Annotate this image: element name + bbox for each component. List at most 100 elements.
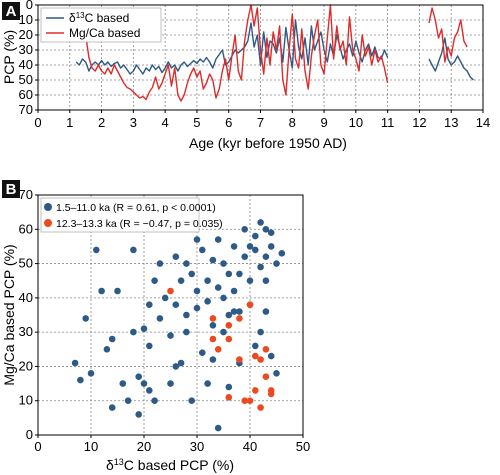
panel-b-x-tick-label: 10 (84, 439, 98, 454)
scatter-point-early (262, 308, 270, 315)
scatter-point-late (214, 346, 222, 353)
scatter-point-late (246, 397, 254, 405)
scatter-point-early (82, 315, 89, 322)
scatter-point-late (167, 287, 174, 295)
scatter-point-early (161, 294, 169, 302)
legend-label-early: 1.5–11.0 ka (R = 0.61, p < 0.0001) (56, 202, 216, 214)
panel-a-x-axis-label: Age (kyr before 1950 AD) (189, 135, 347, 151)
panel-a-x-tick-label: 6 (225, 115, 232, 130)
scatter-point-late (257, 356, 264, 363)
scatter-point-early (193, 304, 201, 312)
scatter-point-early (108, 404, 116, 411)
scatter-point-early (262, 277, 270, 285)
scatter-point-early (93, 246, 100, 254)
panel-a-legend-box (40, 7, 162, 43)
scatter-point-late (252, 352, 259, 360)
scatter-point-early (214, 424, 222, 432)
panel-a-x-tick-label: 2 (98, 115, 105, 130)
scatter-point-early (241, 253, 248, 260)
scatter-point-early (236, 308, 243, 315)
panel-a-y-tick-label: 0 (26, 0, 33, 12)
scatter-point-early (71, 359, 79, 367)
scatter-point-late (209, 335, 217, 343)
scatter-point-early (241, 226, 248, 233)
scatter-point-early (220, 294, 227, 302)
scatter-point-late (209, 315, 217, 322)
series-line-mgca (428, 7, 468, 63)
scatter-point-early (267, 229, 275, 236)
scatter-point-early (193, 236, 201, 243)
scatter-point-early (273, 370, 280, 377)
legend-label-mgca: Mg/Ca based (69, 26, 140, 40)
scatter-point-early (172, 363, 180, 370)
panel-b-x-tick-label: 30 (190, 439, 204, 454)
panel-b-legend: 1.5–11.0 ka (R = 0.61, p < 0.0001) 12.3–… (40, 197, 223, 233)
panel-a-x-tick-label: 5 (193, 115, 200, 130)
scatter-point-early (230, 287, 238, 295)
scatter-point-early (151, 277, 158, 285)
legend-marker-early (44, 203, 52, 211)
scatter-point-early (146, 387, 153, 394)
scatter-point-early (151, 397, 158, 405)
scatter-point-early (225, 383, 233, 391)
scatter-point-early (246, 243, 254, 250)
scatter-point-early (209, 322, 217, 329)
scatter-point-early (140, 380, 148, 387)
scatter-point-early (146, 342, 153, 350)
panel-a-y-tick-label: 60 (19, 87, 33, 102)
scatter-point-late (241, 397, 248, 405)
panel-a-y-tick-label: 30 (19, 42, 33, 57)
scatter-point-early (130, 328, 137, 336)
scatter-point-early (252, 246, 259, 254)
scatter-point-late (252, 387, 259, 394)
scatter-point-early (124, 397, 132, 405)
panel-a-x-tick-label: 13 (444, 115, 458, 130)
scatter-point-early (257, 328, 264, 336)
panel-b-y-tick-label: 50 (19, 256, 33, 271)
scatter-point-early (183, 328, 190, 336)
panel-a-label: A (6, 3, 17, 20)
scatter-point-early (156, 315, 164, 322)
panel-b-y-tick-label: 10 (19, 393, 33, 408)
panel-b-y-tick-label: 30 (19, 324, 33, 339)
scatter-point-early (114, 287, 121, 295)
scatter-point-early (278, 250, 286, 257)
scatter-point-early (183, 311, 190, 319)
scatter-point-early (230, 243, 238, 250)
panel-a-x-tick-label: 3 (130, 115, 137, 130)
series-line-d13c (428, 37, 474, 81)
panel-a-y-axis-label: PCP (%) (1, 30, 17, 84)
scatter-point-early (252, 342, 259, 350)
scatter-point-early (267, 352, 275, 360)
scatter-point-early (214, 284, 222, 291)
scatter-point-early (204, 277, 211, 285)
scatter-point-early (167, 380, 174, 387)
scatter-point-early (262, 253, 270, 260)
scatter-point-early (193, 287, 201, 295)
panel-b-label: B (6, 181, 17, 198)
panel-b-y-tick-label: 40 (19, 290, 33, 305)
panel-b-legend-box (40, 197, 200, 233)
scatter-point-late (246, 301, 254, 309)
scatter-point-early (257, 219, 264, 226)
scatter-point-early (156, 260, 164, 267)
scatter-point-early (209, 256, 217, 264)
panel-b-x-tick-label: 40 (243, 439, 257, 454)
panel-a-y-tick-label: 70 (19, 102, 33, 117)
scatter-point-early (199, 246, 206, 254)
scatter-point-early (130, 246, 137, 254)
panel-a-x-tick-label: 11 (381, 115, 395, 130)
scatter-point-early (135, 373, 142, 381)
scatter-point-early (108, 335, 116, 343)
panel-a-x-tick-label: 10 (349, 115, 363, 130)
panel-b-x-tick-label: 20 (137, 439, 151, 454)
scatter-point-late (262, 373, 270, 381)
scatter-point-early (220, 260, 227, 267)
panel-a-y-tick-label: 40 (19, 57, 33, 72)
scatter-point-late (236, 315, 243, 322)
scatter-point-early (172, 301, 180, 309)
panel-a-x-tick-label: 8 (289, 115, 296, 130)
panel-a-y-tick-label: 10 (19, 12, 33, 27)
panel-b-badge (2, 180, 20, 198)
